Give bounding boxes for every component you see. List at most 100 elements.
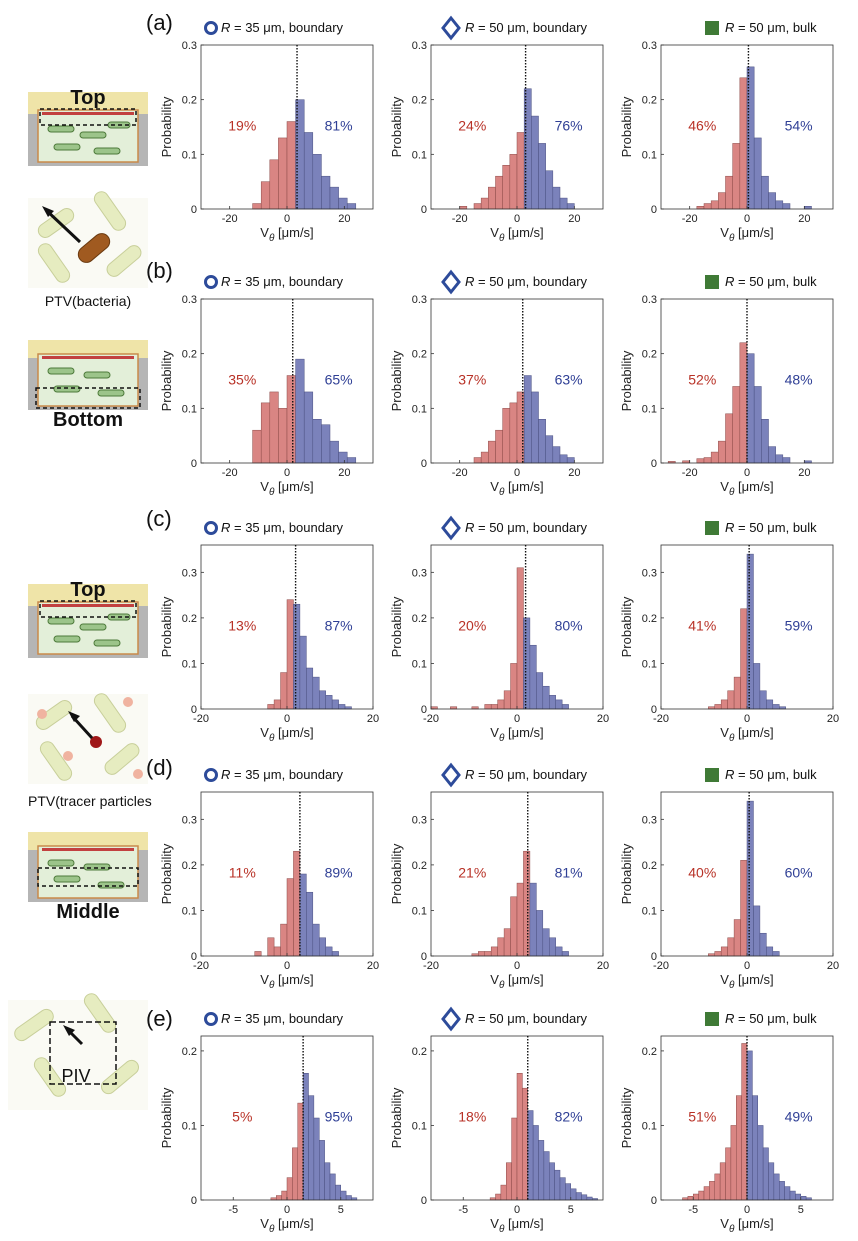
- y-tick-label: 0.1: [642, 149, 657, 161]
- y-tick-label: 0.2: [182, 95, 197, 107]
- histogram-bar: [473, 457, 482, 464]
- histogram-bar: [549, 1162, 555, 1201]
- x-axis-label: Vθ [μm/s]: [260, 225, 313, 244]
- histogram-bar: [543, 1151, 550, 1201]
- histogram-bar: [345, 1195, 352, 1201]
- histogram-bar: [495, 1193, 502, 1201]
- chart-title: R = 50 μm, boundary: [465, 274, 588, 289]
- histogram-bar: [703, 457, 712, 464]
- histogram-bar: [312, 676, 320, 710]
- histogram-bar: [503, 690, 511, 710]
- x-tick-label: 0: [514, 467, 520, 479]
- tracer-illustration: [28, 693, 148, 784]
- histogram-bar: [276, 1195, 282, 1201]
- y-tick-label: 0.3: [412, 40, 427, 52]
- y-tick-label: 0: [191, 951, 197, 963]
- histogram-bar: [473, 203, 482, 210]
- side-chamber-top-a: Top: [28, 87, 148, 166]
- panel-letter: (d): [146, 755, 173, 780]
- negative-percentage: 37%: [458, 371, 486, 387]
- negative-percentage: 35%: [228, 371, 256, 387]
- histogram-bar: [714, 1173, 721, 1201]
- caption-tracer: PTV(tracer particles: [28, 793, 152, 809]
- histogram-bar: [696, 458, 705, 464]
- positive-percentage: 81%: [325, 117, 353, 133]
- y-axis-label: Probability: [389, 350, 404, 411]
- histogram-bar: [545, 170, 554, 210]
- diamond-marker-icon: [441, 762, 461, 788]
- histogram-bar: [523, 617, 531, 710]
- histogram-bar: [510, 663, 518, 710]
- chart-title: R = 50 μm, boundary: [465, 520, 588, 535]
- x-tick-label: 20: [597, 960, 609, 972]
- x-axis-label: Vθ [μm/s]: [490, 225, 543, 244]
- y-tick-label: 0.2: [412, 95, 427, 107]
- x-tick-label: 0: [744, 213, 750, 225]
- y-tick-label: 0.1: [182, 1120, 197, 1132]
- chart-title: R = 50 μm, boundary: [465, 1011, 588, 1026]
- histogram-bar: [490, 704, 498, 710]
- histogram-bar: [759, 932, 767, 957]
- histogram-bar: [727, 937, 735, 957]
- y-tick-label: 0.3: [182, 40, 197, 52]
- histogram-bar: [529, 644, 537, 710]
- chart-title: R = 35 μm, boundary: [221, 767, 344, 782]
- histogram-bar: [753, 663, 761, 710]
- histogram-bar: [335, 1184, 341, 1201]
- histogram-bar: [523, 88, 532, 210]
- x-tick-label: -5: [458, 1204, 468, 1216]
- positive-percentage: 60%: [785, 864, 813, 880]
- y-tick-label: 0.1: [412, 1120, 427, 1132]
- x-tick-label: 20: [798, 467, 810, 479]
- circle-marker-icon: [204, 521, 218, 535]
- negative-percentage: 13%: [228, 617, 256, 633]
- histogram-bar: [714, 704, 722, 710]
- x-axis-label: Vθ [μm/s]: [490, 972, 543, 991]
- histogram-bar: [720, 699, 728, 710]
- histogram-bar: [252, 429, 262, 464]
- histogram-bar: [331, 699, 339, 710]
- histogram-a-0: -20 0 20 0 0.1 0.2 0.3 Probability Vθ [μm/s] 19% 8…: [159, 20, 374, 244]
- x-tick-label: -20: [682, 213, 698, 225]
- histogram-bar: [306, 667, 314, 710]
- histogram-bar: [559, 197, 568, 210]
- circle-marker-icon: [204, 1012, 218, 1026]
- histogram-bar: [522, 1087, 528, 1201]
- histogram-bar: [782, 457, 791, 464]
- histogram-bar: [488, 440, 496, 464]
- histogram-bar: [570, 1188, 577, 1201]
- histogram-bar: [538, 419, 546, 464]
- y-tick-label: 0.1: [642, 658, 657, 670]
- histogram-bar: [511, 1117, 518, 1201]
- chart-title: R = 50 μm, bulk: [725, 767, 817, 782]
- y-tick-label: 0.2: [412, 349, 427, 361]
- chart-title: R = 35 μm, boundary: [221, 520, 344, 535]
- x-tick-label: 0: [284, 467, 290, 479]
- histogram-bar: [736, 1095, 742, 1201]
- x-tick-label: 0: [744, 467, 750, 479]
- x-tick-label: 0: [744, 1204, 750, 1216]
- histogram-bar: [286, 1177, 293, 1201]
- histogram-bar: [480, 197, 489, 210]
- histogram-bar: [531, 391, 539, 464]
- histogram-bar: [459, 206, 468, 210]
- histogram-a-1: -20 0 20 0 0.1 0.2 0.3 Probability Vθ [μm/s] 24% 7…: [389, 15, 604, 244]
- histogram-bar: [789, 1190, 796, 1201]
- histogram-bar: [312, 154, 322, 210]
- histogram-bar: [761, 419, 769, 464]
- positive-percentage: 48%: [785, 371, 813, 387]
- histogram-bar: [733, 676, 741, 710]
- positive-percentage: 89%: [325, 864, 353, 880]
- histogram-bar: [752, 1095, 758, 1201]
- y-tick-label: 0.1: [412, 658, 427, 670]
- histogram-bar: [490, 946, 498, 957]
- histogram-bar: [739, 342, 748, 464]
- y-tick-label: 0: [191, 704, 197, 716]
- panel-letter: (a): [146, 10, 173, 35]
- positive-percentage: 95%: [325, 1108, 353, 1124]
